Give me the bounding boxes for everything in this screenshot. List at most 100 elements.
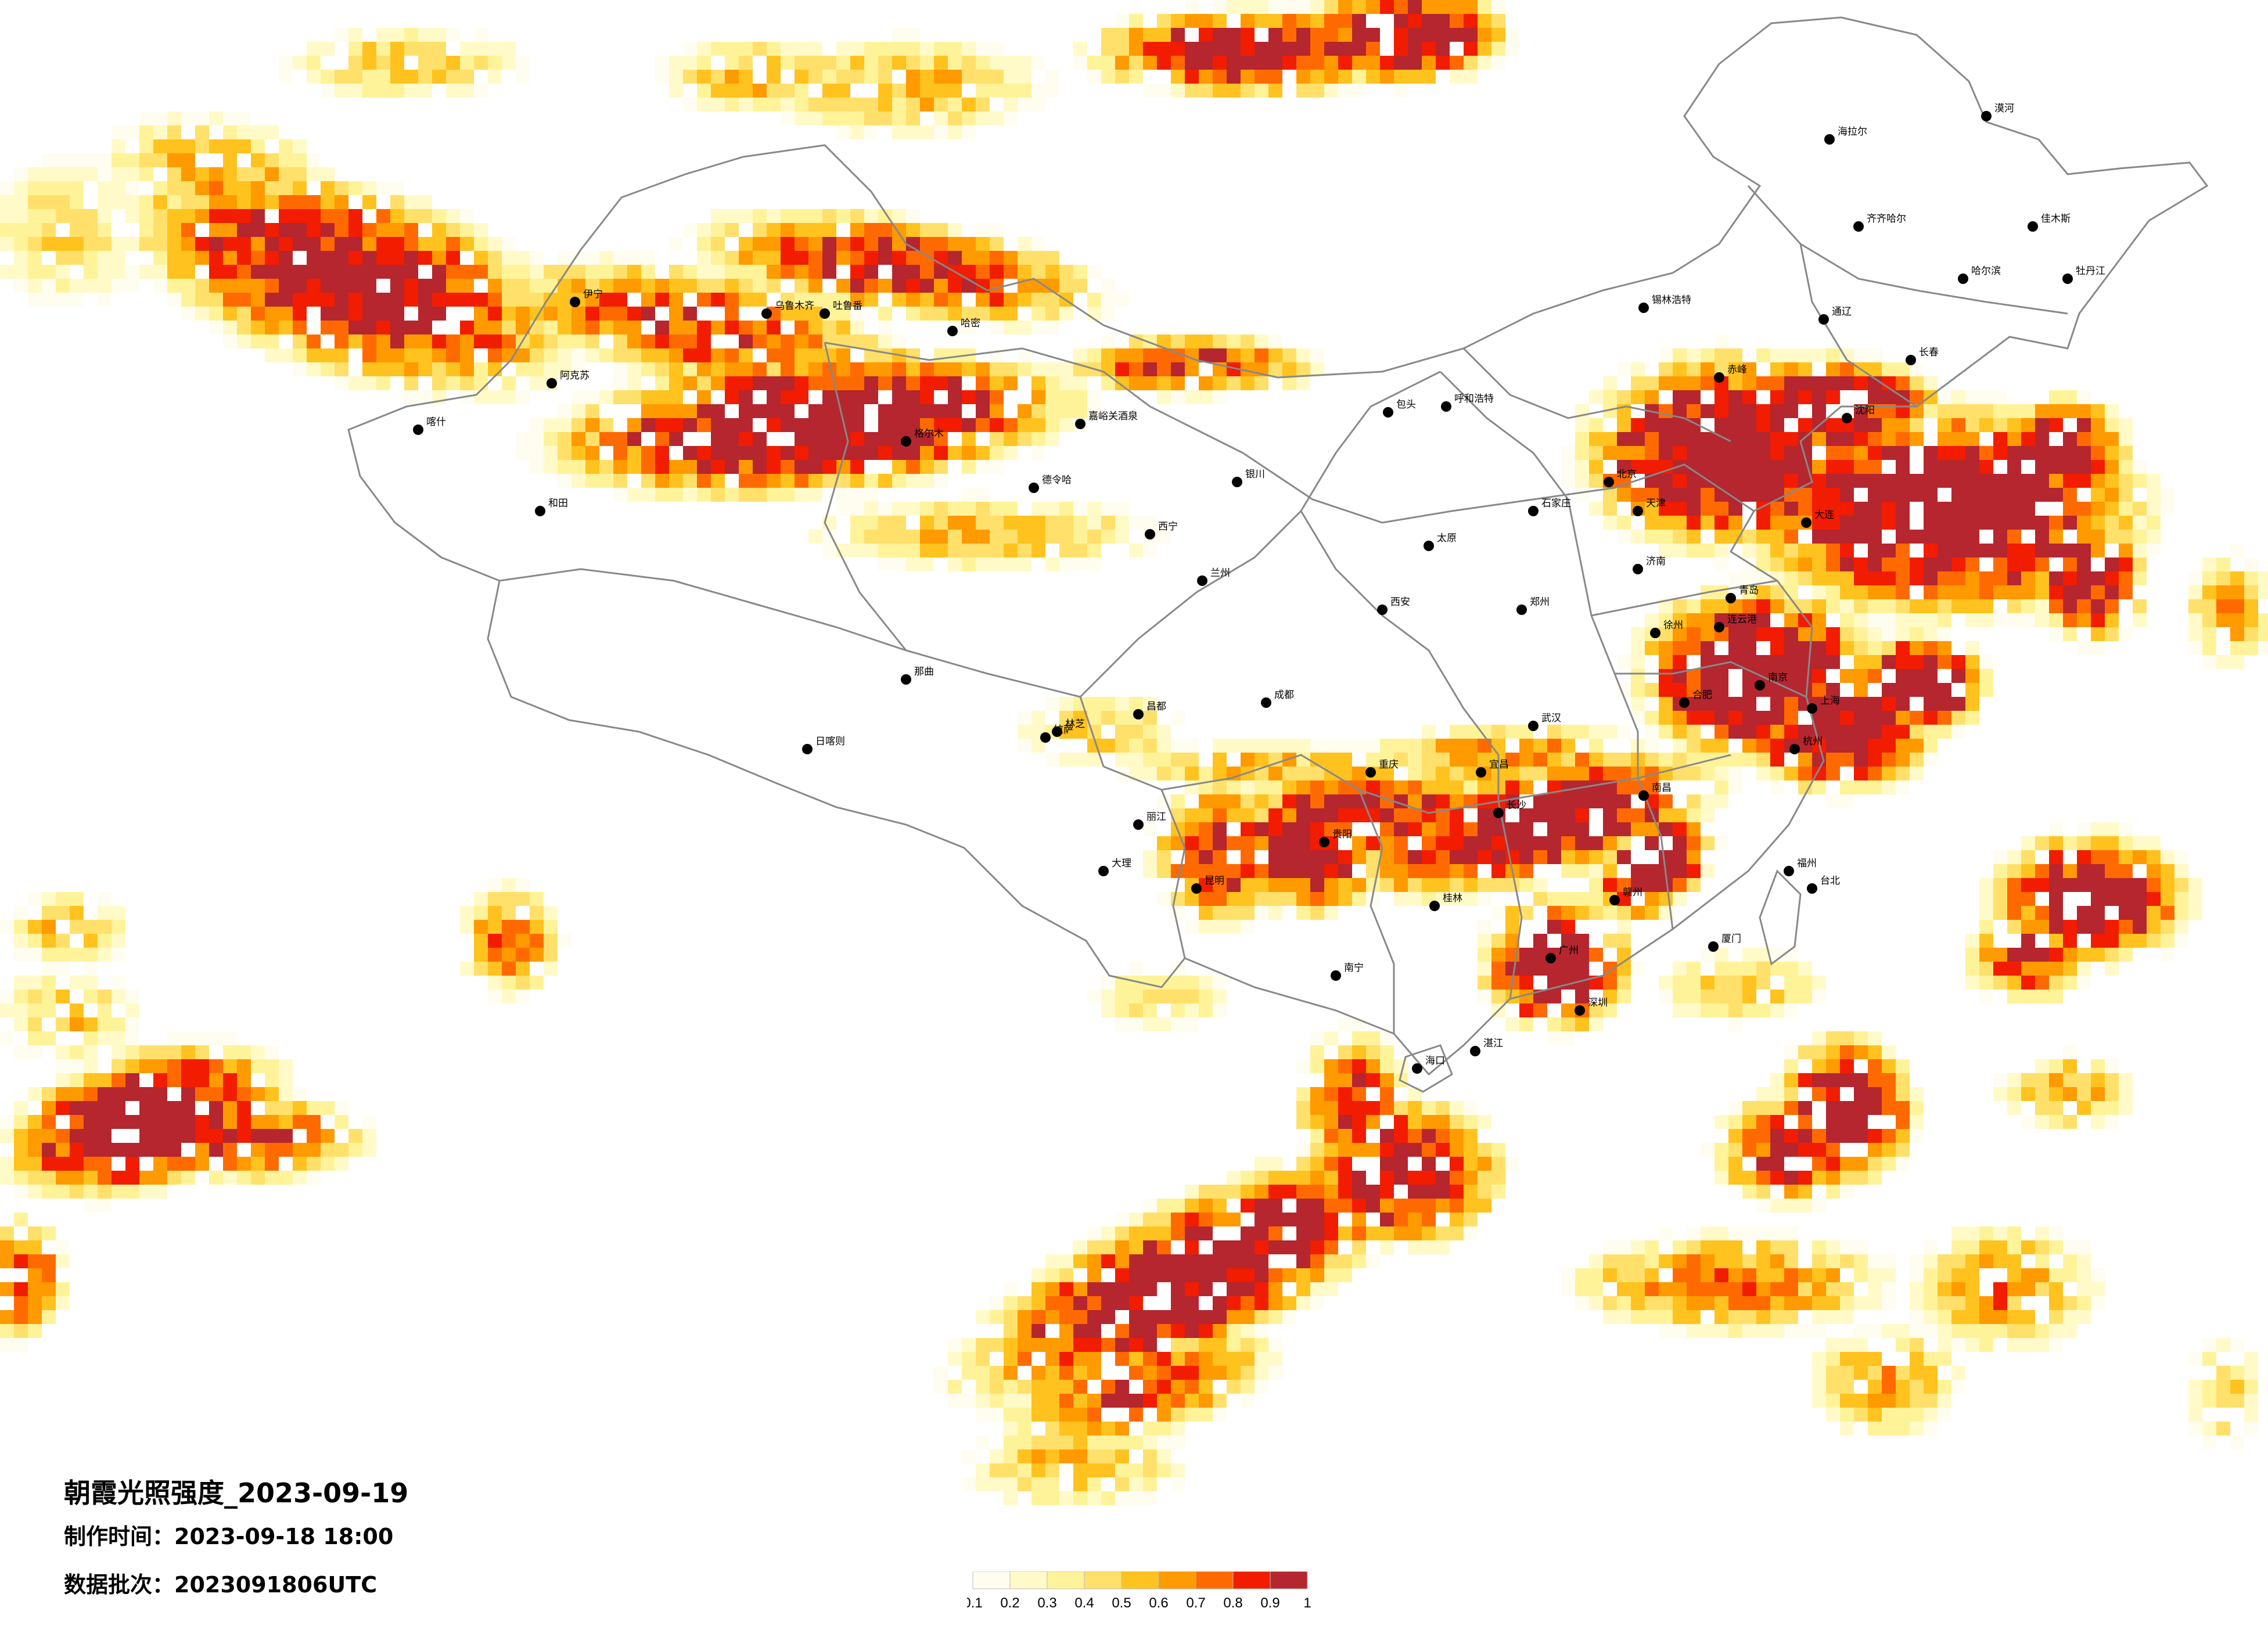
intensity-cell <box>42 265 56 279</box>
intensity-cell <box>1882 544 1896 557</box>
intensity-cell <box>1310 850 1324 864</box>
intensity-cell <box>237 125 251 139</box>
intensity-cell <box>1603 1268 1617 1282</box>
intensity-cell <box>1951 557 1965 571</box>
intensity-cell <box>1561 948 1575 962</box>
intensity-cell <box>822 404 836 418</box>
intensity-cell <box>1268 1157 1282 1171</box>
intensity-cell <box>1324 739 1338 753</box>
intensity-cell <box>920 307 934 321</box>
intensity-cell <box>1185 976 1199 990</box>
intensity-cell <box>2021 934 2035 948</box>
intensity-cell <box>1045 70 1059 84</box>
intensity-cell <box>711 348 725 362</box>
intensity-cell <box>181 1115 195 1129</box>
intensity-cell <box>1436 1143 1450 1157</box>
intensity-cell <box>2007 571 2021 585</box>
intensity-cell <box>864 446 878 460</box>
intensity-cell <box>139 1185 153 1199</box>
intensity-cell <box>990 1449 1004 1463</box>
intensity-cell <box>42 948 56 962</box>
intensity-cell <box>1756 739 1770 753</box>
intensity-cell <box>1143 697 1157 711</box>
intensity-cell <box>1296 42 1310 56</box>
intensity-cell <box>0 195 14 209</box>
intensity-cell <box>1115 1338 1129 1352</box>
intensity-cell <box>1268 14 1282 28</box>
intensity-cell <box>1059 557 1073 571</box>
intensity-cell <box>1896 1115 1910 1129</box>
intensity-cell <box>2105 530 2119 544</box>
intensity-cell <box>348 279 362 293</box>
intensity-cell <box>1993 502 2007 516</box>
intensity-cell <box>1199 334 1213 348</box>
intensity-cell <box>1924 474 1938 488</box>
intensity-cell <box>1241 1296 1255 1310</box>
intensity-cell <box>2188 906 2202 920</box>
intensity-cell <box>1617 836 1631 850</box>
intensity-cell <box>1241 0 1255 14</box>
intensity-cell <box>1826 739 1840 753</box>
intensity-cell <box>2007 1087 2021 1101</box>
intensity-cell <box>1296 739 1310 753</box>
intensity-cell <box>139 195 153 209</box>
intensity-cell <box>1478 1199 1491 1213</box>
intensity-cell <box>585 265 599 279</box>
intensity-cell <box>683 42 697 56</box>
intensity-cell <box>2230 1380 2244 1394</box>
intensity-cell <box>850 321 864 334</box>
intensity-cell <box>2063 460 2077 474</box>
intensity-cell <box>1756 488 1770 502</box>
intensity-cell <box>739 460 753 474</box>
intensity-cell <box>2077 432 2091 446</box>
province-border-15 <box>1747 185 2068 315</box>
intensity-cell <box>2049 530 2063 544</box>
intensity-cell <box>1979 585 1993 599</box>
intensity-cell <box>139 1115 153 1129</box>
intensity-cell <box>1896 725 1910 739</box>
intensity-cell <box>1255 836 1268 850</box>
intensity-cell <box>725 209 739 223</box>
intensity-cell <box>418 362 432 376</box>
intensity-cell <box>1826 1296 1840 1310</box>
intensity-cell <box>1868 530 1882 544</box>
intensity-cell <box>1826 1073 1840 1087</box>
intensity-cell <box>223 153 237 167</box>
intensity-cell <box>1352 808 1366 822</box>
intensity-cell <box>1784 404 1798 418</box>
intensity-cell <box>1979 934 1993 948</box>
intensity-cell <box>1687 1268 1701 1282</box>
intensity-cell <box>1826 1282 1840 1296</box>
intensity-cell <box>1812 516 1826 530</box>
intensity-cell <box>1157 1422 1171 1436</box>
intensity-cell <box>1854 627 1868 641</box>
intensity-cell <box>2063 962 2077 976</box>
intensity-cell <box>822 209 836 223</box>
intensity-cell <box>474 307 488 321</box>
intensity-cell <box>1045 432 1059 446</box>
intensity-cell <box>1129 42 1143 56</box>
intensity-cell <box>1896 362 1910 376</box>
intensity-cell <box>1338 753 1352 767</box>
intensity-cell <box>1324 808 1338 822</box>
intensity-cell <box>1798 1143 1812 1157</box>
intensity-cell <box>892 251 906 265</box>
intensity-cell <box>683 265 697 279</box>
intensity-cell <box>279 237 293 251</box>
intensity-cell <box>1631 1254 1645 1268</box>
intensity-cell <box>1310 794 1324 808</box>
intensity-cell <box>56 1296 70 1310</box>
intensity-cell <box>98 167 112 181</box>
intensity-cell <box>1394 42 1408 56</box>
intensity-cell <box>279 167 293 181</box>
city-label: 南京 <box>1768 672 1788 684</box>
intensity-cell <box>1938 1254 1951 1268</box>
intensity-cell <box>1924 1380 1938 1394</box>
intensity-cell <box>1896 1059 1910 1073</box>
intensity-cell <box>195 111 209 125</box>
intensity-cell <box>0 1310 14 1324</box>
intensity-cell <box>1728 711 1742 725</box>
intensity-cell <box>1143 42 1157 56</box>
intensity-cell <box>1882 1087 1896 1101</box>
intensity-cell <box>223 279 237 293</box>
